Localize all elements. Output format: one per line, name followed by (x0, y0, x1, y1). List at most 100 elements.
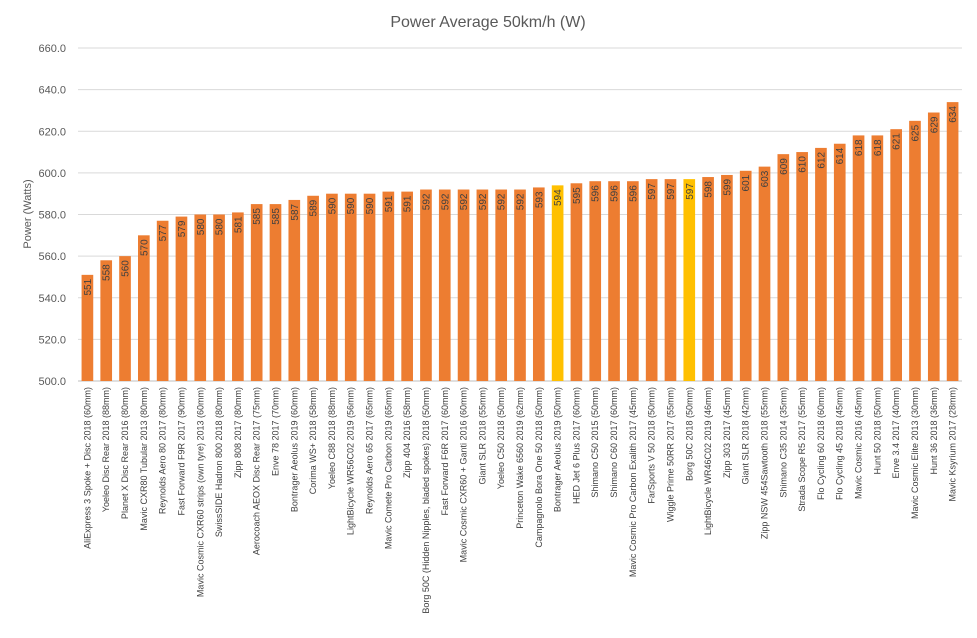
data-label: 603 (760, 170, 771, 187)
data-label: 587 (290, 203, 301, 220)
data-label: 592 (421, 193, 432, 210)
bar (683, 179, 696, 381)
bar (194, 214, 207, 381)
data-label: 592 (497, 193, 508, 210)
bar (833, 143, 846, 381)
data-label: 618 (854, 139, 865, 156)
bar (476, 189, 489, 381)
data-label: 614 (835, 147, 846, 164)
data-label: 580 (215, 218, 226, 235)
y-tick-label: 560.0 (38, 251, 66, 263)
category-label: Shimano C60 2017 (60mm) (609, 387, 619, 498)
data-label: 558 (102, 264, 113, 281)
data-label: 590 (346, 197, 357, 214)
bar (250, 204, 263, 381)
data-label: 596 (628, 185, 639, 202)
y-tick-label: 500.0 (38, 376, 66, 388)
data-label: 634 (948, 106, 959, 123)
bar (815, 147, 827, 381)
data-label: 618 (873, 139, 884, 156)
data-label: 610 (798, 156, 809, 173)
category-label: Enve 78 2017 (70mm) (270, 387, 280, 476)
bar (627, 181, 639, 381)
data-label: 585 (252, 208, 263, 225)
bar (796, 152, 808, 381)
data-label: 585 (271, 208, 282, 225)
bar (570, 183, 583, 381)
category-label: Shimano C50 2015 (50mm) (590, 387, 600, 498)
data-label: 609 (779, 158, 790, 175)
bar (269, 204, 282, 381)
data-label: 629 (929, 116, 940, 133)
bar (344, 193, 357, 381)
y-tick-label: 620.0 (38, 126, 66, 138)
bar (532, 187, 545, 381)
bar (401, 191, 413, 381)
bar (608, 181, 620, 381)
data-label: 597 (647, 183, 658, 200)
bar (232, 212, 244, 381)
data-label: 590 (365, 197, 376, 214)
bar (514, 189, 526, 381)
category-label: Flo Cycling 45 2018 (45mm) (835, 387, 845, 500)
bar (175, 216, 188, 381)
data-label: 580 (196, 218, 207, 235)
bar (927, 112, 940, 382)
y-tick-labels: 500.0 520.0 540.0 560.0 580.0 600.0 620.0 640.0… (38, 43, 66, 388)
data-label: 560 (121, 260, 132, 277)
bar (137, 235, 150, 381)
bar (495, 189, 508, 381)
category-label: Yoeleo C88 2018 (88mm) (327, 387, 337, 489)
category-label: Hunt 50 2018 (50mm) (872, 387, 882, 475)
bar (100, 260, 113, 381)
data-label: 590 (327, 197, 338, 214)
category-label: Borg 50C 2018 (50mm) (684, 387, 694, 481)
y-tick-label: 660.0 (38, 43, 66, 55)
category-label: Giant SLR 2018 (55mm) (477, 387, 487, 485)
y-tick-label: 540.0 (38, 293, 66, 305)
bar (739, 170, 752, 381)
category-label: Fast Forward F6R 2017 (60mm) (440, 387, 450, 516)
bar (871, 135, 884, 381)
data-label: 597 (685, 183, 696, 200)
bar (852, 135, 865, 381)
bar (382, 191, 395, 381)
category-label: Mavic Comete Pro Carbon 2019 (65mm) (383, 387, 393, 549)
category-label: Mavic Cosmic Pro Carbon Exalith 2017 (45… (628, 387, 638, 577)
bar (363, 193, 376, 381)
category-label: Hunt 36 2018 (36mm) (929, 387, 939, 475)
category-label: Corima WS+ 2018 (58mm) (308, 387, 318, 494)
y-tick-label: 640.0 (38, 85, 66, 97)
data-label: 621 (892, 133, 903, 150)
y-tick-label: 580.0 (38, 210, 66, 222)
bar (946, 102, 959, 382)
data-label: 596 (610, 185, 621, 202)
data-label: 579 (177, 220, 188, 237)
y-tick-label: 600.0 (38, 168, 66, 180)
bar (81, 274, 94, 381)
bar (438, 189, 451, 381)
category-label: Zipp 808 2017 (80mm) (233, 387, 243, 478)
bar (307, 195, 319, 381)
bar (645, 179, 658, 381)
data-label: 594 (553, 189, 564, 206)
data-label: 596 (591, 185, 602, 202)
category-label: Shimano C35 2014 (35mm) (778, 387, 788, 498)
category-label: Enve 3.4 2017 (40mm) (891, 387, 901, 479)
category-label: Wiggle Prime 50RR 2017 (55mm) (665, 387, 675, 522)
category-label: Mavic Ksyrium 2017 (28mm) (948, 387, 958, 502)
category-label: Mavic Cosmic Elite 2013 (30mm) (910, 387, 920, 519)
category-label: Princeton Wake 6560 2019 (62mm) (515, 387, 525, 529)
category-label: Bontrager Aeolus 2019 (60mm) (289, 387, 299, 512)
category-label: LightBicycle WR46C02 2019 (46mm) (703, 387, 713, 535)
y-tick-label: 520.0 (38, 334, 66, 346)
data-label: 597 (666, 183, 677, 200)
bar (213, 214, 225, 381)
bar (326, 193, 338, 381)
category-label: Reynolds Aero 80 2017 (80mm) (158, 387, 168, 514)
bar (664, 179, 677, 381)
data-label: 592 (440, 193, 451, 210)
category-label: Aerocoach AEOX Disc Rear 2017 (75mm) (252, 387, 262, 555)
bar (909, 120, 921, 381)
